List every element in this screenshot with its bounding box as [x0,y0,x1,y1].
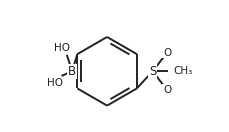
Text: S: S [148,65,156,78]
Text: HO: HO [53,43,69,53]
Text: B: B [68,65,76,78]
Text: CH₃: CH₃ [173,66,192,76]
Text: HO: HO [47,77,63,88]
Text: O: O [162,48,171,58]
Text: O: O [162,85,171,95]
